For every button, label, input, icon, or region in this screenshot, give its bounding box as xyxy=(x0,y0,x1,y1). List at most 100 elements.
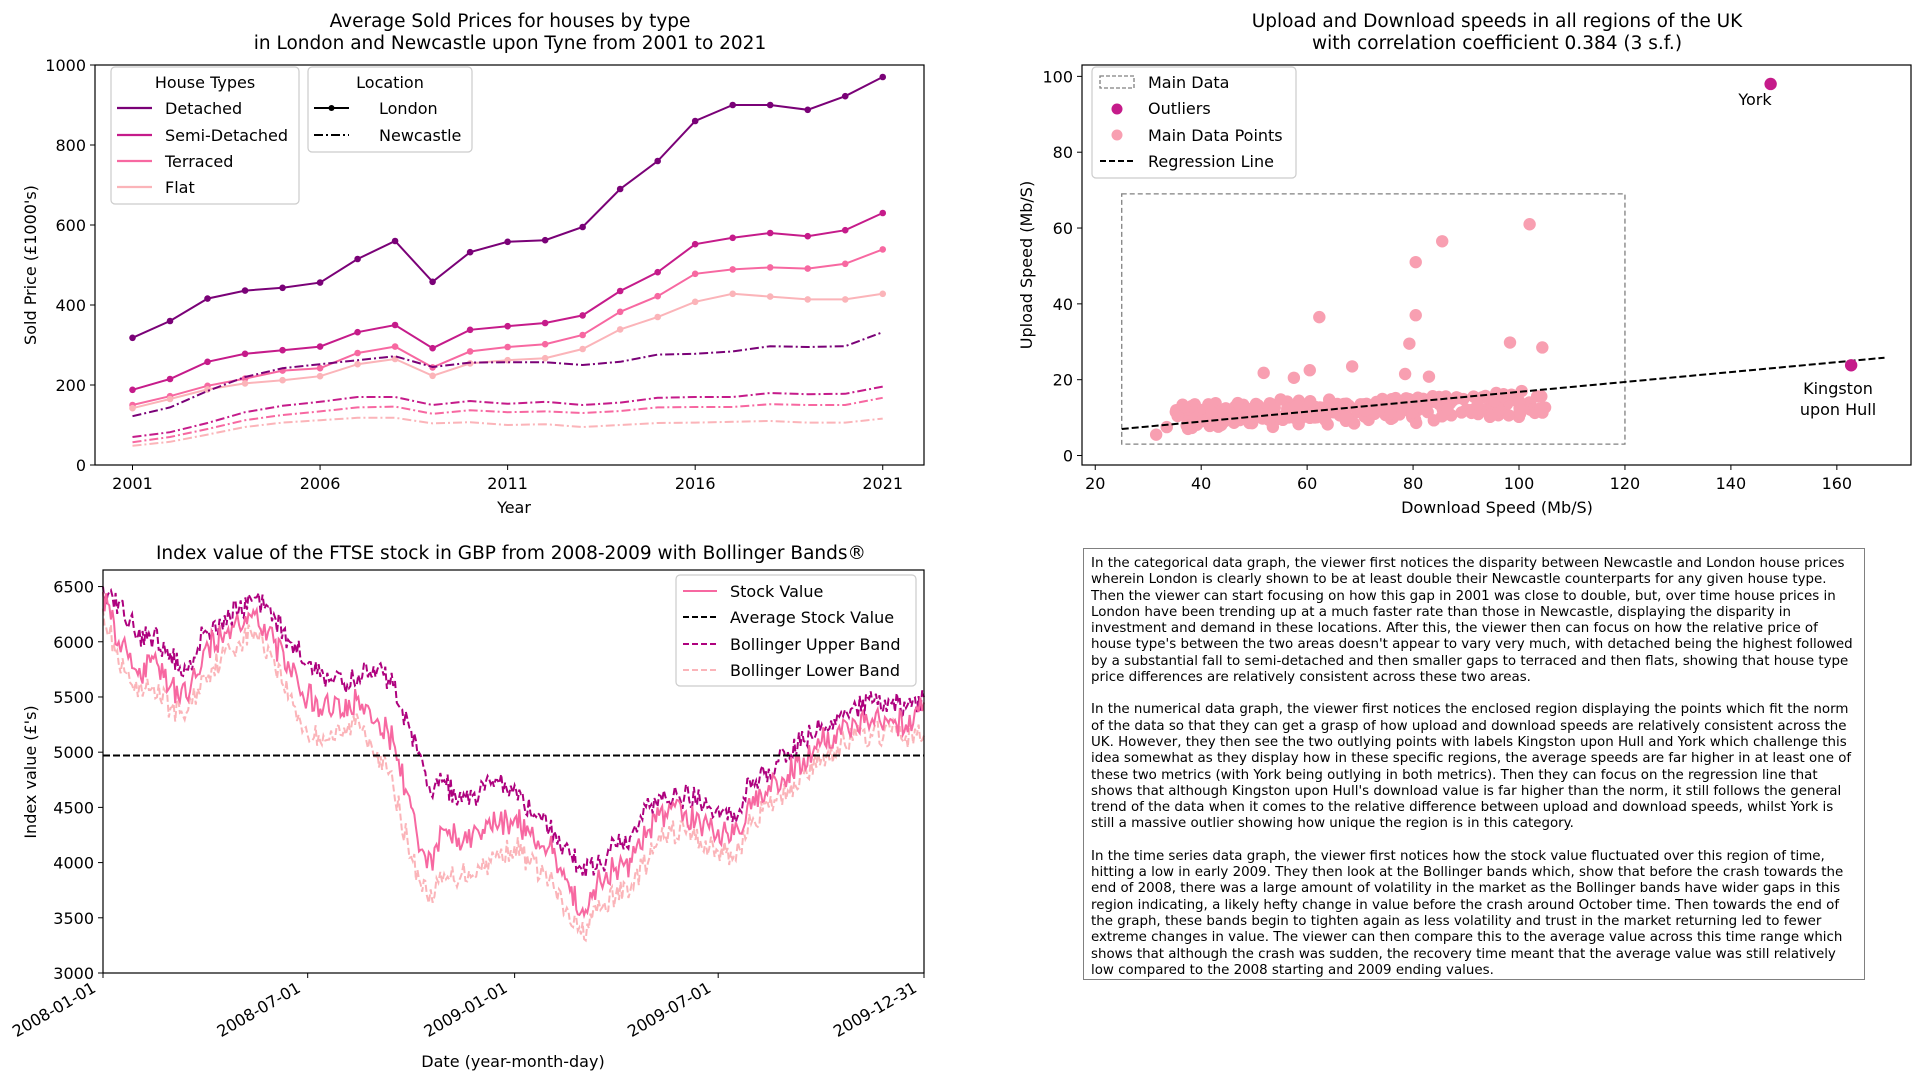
x-tick-label-120: 120 xyxy=(1610,474,1641,493)
data-point-semi-detached-2014 xyxy=(616,287,624,295)
data-point-semi-detached-2001 xyxy=(129,386,136,394)
series-line-semi-detached-newcastle xyxy=(132,385,883,438)
data-point-detached-2013 xyxy=(579,223,586,231)
outlier-point-kingston-upon-hull xyxy=(1844,359,1858,372)
data-point-terraced-2010 xyxy=(466,348,474,355)
description-paragraph-timeseries: In the time series data graph, the viewe… xyxy=(1091,848,1844,978)
main-data-point xyxy=(1339,411,1353,424)
y-tick-label-0: 0 xyxy=(76,456,86,475)
legend-upper-label: Bollinger Upper Band xyxy=(730,635,901,654)
location-legend: Location London Newcastle xyxy=(307,66,473,153)
description-paragraph-categorical: In the categorical data graph, the viewe… xyxy=(1091,556,1853,686)
main-data-point xyxy=(1274,393,1287,406)
legend-main-data-label: Main Data xyxy=(1148,73,1229,92)
data-point-detached-2014 xyxy=(616,185,624,193)
data-point-detached-2020 xyxy=(841,92,849,100)
house-chart-series-layer xyxy=(129,73,887,447)
data-point-detached-2019 xyxy=(804,106,812,114)
y-tick-label-60: 60 xyxy=(1053,219,1073,238)
y-tick-label-3000: 3000 xyxy=(53,964,94,983)
data-point-detached-2001 xyxy=(129,334,136,342)
data-point-terraced-2007 xyxy=(354,349,361,357)
x-tick-label-2009-01-01: 2009-01-01 xyxy=(421,978,511,1041)
y-tick-label-6000: 6000 xyxy=(53,633,94,652)
speed-chart-ylabel: Upload Speed (Mb/S) xyxy=(1017,181,1036,349)
data-point-semi-detached-2020 xyxy=(841,226,849,234)
speed-chart-title-line1: Upload and Download speeds in all region… xyxy=(1252,11,1743,32)
x-tick-label-100: 100 xyxy=(1504,474,1535,493)
data-point-terraced-2013 xyxy=(579,331,586,339)
legend-terraced-label: Terraced xyxy=(164,152,233,171)
main-data-point xyxy=(1293,410,1307,424)
data-point-flat-2017 xyxy=(729,290,736,298)
ftse-chart-xlabel: Date (year-month-day) xyxy=(421,1052,604,1071)
main-data-point xyxy=(1304,394,1317,408)
main-data-point xyxy=(1309,405,1323,419)
legend-lower-label: Bollinger Lower Band xyxy=(730,661,900,680)
main-data-point xyxy=(1231,396,1244,410)
data-point-terraced-2012 xyxy=(541,340,549,348)
y-tick-label-80: 80 xyxy=(1053,143,1073,162)
description-paragraph-numerical: In the numerical data graph, the viewer … xyxy=(1091,702,1852,832)
data-point-detached-2009 xyxy=(429,278,436,286)
x-tick-label-2009-07-01: 2009-07-01 xyxy=(624,978,714,1041)
legend-points-label: Main Data Points xyxy=(1148,126,1283,145)
house-chart-ticks: 2001 2006 2011 2016 2021 0 200 400 600 800 1000 xyxy=(45,56,903,493)
data-point-semi-detached-2012 xyxy=(541,319,549,327)
data-point-detached-2010 xyxy=(466,248,474,256)
legend-points-swatch xyxy=(1111,129,1123,141)
speed-chart-title-line2: with correlation coefficient 0.384 (3 s.… xyxy=(1312,33,1682,54)
data-point-semi-detached-2010 xyxy=(466,326,474,334)
ftse-chart-title: Index value of the FTSE stock in GBP fro… xyxy=(156,543,866,564)
main-data-point xyxy=(1406,406,1419,419)
ftse-chart-ylabel: Index value (£'s) xyxy=(21,705,40,838)
y-tick-label-4500: 4500 xyxy=(53,798,94,817)
x-tick-label-60: 60 xyxy=(1297,474,1317,493)
data-point-detached-2015 xyxy=(654,157,661,165)
legend-london-marker xyxy=(328,105,335,111)
data-point-flat-2009 xyxy=(429,372,436,380)
legend-stock-label: Stock Value xyxy=(730,582,823,601)
y-tick-label-400: 400 xyxy=(55,296,86,315)
x-tick-label-40: 40 xyxy=(1191,474,1211,493)
y-tick-label-5000: 5000 xyxy=(53,743,94,762)
data-point-terraced-2016 xyxy=(691,270,699,278)
data-point-semi-detached-2017 xyxy=(729,234,736,242)
x-tick-label-2011: 2011 xyxy=(487,474,528,493)
y-tick-label-3500: 3500 xyxy=(53,909,94,928)
main-data-point xyxy=(1215,418,1228,432)
data-point-detached-2011 xyxy=(504,238,511,246)
data-point-detached-2004 xyxy=(241,287,249,294)
data-point-flat-2018 xyxy=(766,293,774,300)
series-line-flat-newcastle xyxy=(132,416,883,447)
data-point-semi-detached-2008 xyxy=(391,321,399,329)
main-data-box xyxy=(1121,193,1626,445)
data-point-flat-2006 xyxy=(316,372,324,380)
x-tick-label-80: 80 xyxy=(1403,474,1423,493)
x-tick-label-2021: 2021 xyxy=(862,474,903,493)
data-point-flat-2004 xyxy=(241,380,249,387)
location-legend-title: Location xyxy=(356,73,424,92)
main-data-point xyxy=(1194,415,1208,428)
legend-detached-label: Detached xyxy=(165,99,242,118)
legend-outliers-label: Outliers xyxy=(1148,99,1211,118)
house-chart-xlabel: Year xyxy=(496,498,531,517)
legend-main-data-swatch xyxy=(1099,75,1135,89)
data-point-semi-detached-2002 xyxy=(166,375,174,383)
main-data-point xyxy=(1403,337,1416,350)
data-point-flat-2007 xyxy=(354,360,361,368)
data-point-flat-2003 xyxy=(204,386,211,393)
main-data-point xyxy=(1176,398,1189,411)
x-tick-label-140: 140 xyxy=(1716,474,1747,493)
ftse-legend-box xyxy=(675,574,917,687)
legend-flat-label: Flat xyxy=(165,178,195,197)
main-data-point xyxy=(1502,409,1515,422)
x-tick-label-2009-12-31: 2009-12-31 xyxy=(830,978,920,1041)
location-legend-box xyxy=(307,66,473,153)
ftse-chart-series-layer xyxy=(102,586,925,943)
main-data-point xyxy=(1436,235,1449,248)
house-prices-chart: Average Sold Prices for houses by type i… xyxy=(21,11,925,517)
ftse-chart-legend: Stock Value Average Stock Value Bollinge… xyxy=(675,574,917,687)
y-tick-label-4000: 4000 xyxy=(53,854,94,873)
data-point-flat-2014 xyxy=(616,326,624,333)
